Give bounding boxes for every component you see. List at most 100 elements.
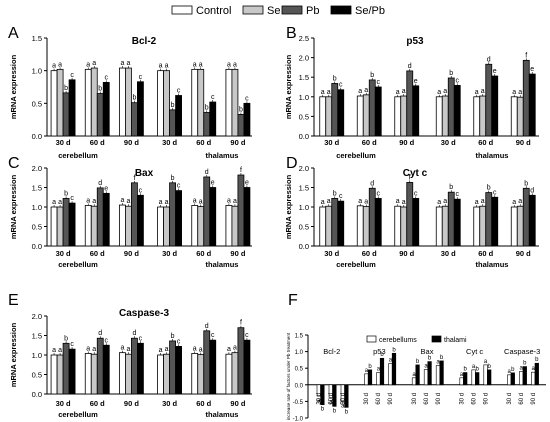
- y-tick-label: 0.5: [32, 371, 42, 380]
- significance-letter: b: [64, 85, 68, 92]
- bar-thalami: [367, 369, 373, 386]
- legend-label: Control: [196, 5, 231, 17]
- significance-letter: a: [518, 198, 522, 205]
- bar-thalami: [534, 362, 539, 386]
- significance-letter: a: [165, 199, 169, 206]
- significance-letter: a: [512, 89, 516, 96]
- bar-pb: [96, 187, 104, 247]
- significance-letter: b: [464, 367, 468, 373]
- x-tick-label: 30 d: [162, 399, 177, 408]
- bar-control: [84, 205, 92, 247]
- bar-se: [163, 206, 170, 247]
- significance-letter: b: [368, 364, 372, 370]
- bar-sepb: [528, 73, 536, 137]
- y-axis-label: mRNA expression: [284, 174, 293, 239]
- significance-letter: b: [64, 190, 68, 197]
- y-tick-label: 0.0: [32, 132, 42, 141]
- significance-letter: b: [535, 357, 539, 363]
- bar-control: [435, 96, 443, 137]
- bar-sepb: [243, 187, 251, 247]
- bar-se: [231, 68, 239, 137]
- bar-thalami: [320, 384, 325, 406]
- significance-letter: c: [139, 187, 143, 194]
- bar-thalami: [439, 360, 444, 386]
- bar-pb: [96, 93, 104, 137]
- bar-sepb: [337, 200, 345, 247]
- significance-letter: e: [245, 180, 249, 187]
- significance-letter: a: [52, 63, 56, 70]
- significance-letter: f: [409, 174, 411, 181]
- y-axis-label: mRNA expression: [9, 174, 18, 239]
- legend-swatch-control: [171, 5, 193, 15]
- bar-pb: [368, 79, 376, 137]
- significance-letter: a: [233, 345, 237, 352]
- y-tick-label: 2.0: [32, 312, 42, 321]
- x-tick-label: 30 d: [56, 249, 71, 258]
- significance-letter: c: [211, 332, 215, 339]
- significance-letter: b: [440, 355, 444, 361]
- bar-thalami: [415, 364, 420, 386]
- x-tick-label: 60 d: [362, 138, 377, 147]
- bar-control: [119, 67, 126, 137]
- bar-control: [191, 205, 199, 247]
- significance-letter: b: [333, 190, 337, 197]
- y-axis-label: mRNA expression: [9, 322, 18, 387]
- y-tick-label: 1.5: [32, 184, 42, 193]
- x-tick-label: 30 d: [364, 393, 370, 405]
- bar-se: [197, 206, 205, 247]
- bar-control: [435, 206, 443, 247]
- significance-letter: b: [333, 75, 337, 82]
- significance-letter: a: [52, 347, 56, 354]
- legend-swatch-se: [242, 5, 264, 15]
- significance-letter: b: [98, 86, 102, 93]
- x-tick-label: 30 d: [317, 393, 323, 405]
- bar-sepb: [102, 82, 110, 137]
- bar-pb: [237, 174, 245, 247]
- panel-title: Bcl-2: [132, 36, 157, 47]
- significance-letter: b: [392, 347, 396, 353]
- x-tick-label: 60 d: [90, 249, 105, 258]
- bar-sepb: [68, 79, 76, 137]
- significance-letter: a: [520, 366, 524, 372]
- bar-se: [516, 96, 524, 137]
- bar-se: [90, 205, 98, 247]
- x-tick-label: 90 d: [483, 393, 489, 405]
- bar-pb: [203, 176, 211, 247]
- bar-control: [191, 68, 199, 137]
- group-label-cerebellum: cerebellum: [58, 410, 98, 419]
- significance-letter: d: [487, 56, 491, 63]
- bar-pb: [368, 187, 376, 247]
- significance-letter: d: [408, 63, 412, 70]
- y-tick-label: 1.5: [299, 73, 309, 82]
- significance-letter: b: [171, 333, 175, 340]
- significance-letter: c: [414, 190, 418, 197]
- bar-control: [319, 96, 327, 137]
- x-tick-label: 60 d: [196, 399, 211, 408]
- bar-sepb: [491, 196, 499, 247]
- significance-letter: a: [358, 198, 362, 205]
- significance-letter: a: [199, 347, 203, 354]
- x-tick-label: 90 d: [124, 249, 139, 258]
- bar-control: [473, 206, 481, 247]
- significance-letter: a: [364, 87, 368, 94]
- significance-letter: d: [98, 330, 102, 337]
- bar-cerebellums: [435, 365, 441, 386]
- bar-cerebellums: [423, 369, 429, 386]
- panel-letter: B: [286, 25, 297, 42]
- significance-letter: c: [456, 191, 460, 198]
- bar-thalami: [463, 372, 468, 386]
- bar-se: [125, 67, 132, 137]
- y-tick-label: 1.0: [295, 350, 304, 356]
- significance-letter: a: [58, 199, 62, 206]
- bar-se: [163, 70, 170, 137]
- x-tick-label: 60 d: [329, 393, 335, 405]
- y-axis-label: increase rate of factors under Pb treatm…: [286, 332, 291, 420]
- significance-letter: a: [58, 347, 62, 354]
- significance-letter: a: [364, 199, 368, 206]
- x-tick-label: 60 d: [478, 138, 493, 147]
- bar-sepb: [102, 344, 110, 395]
- bar-se: [479, 205, 487, 247]
- bar-se: [400, 95, 408, 137]
- significance-letter: a: [227, 346, 231, 353]
